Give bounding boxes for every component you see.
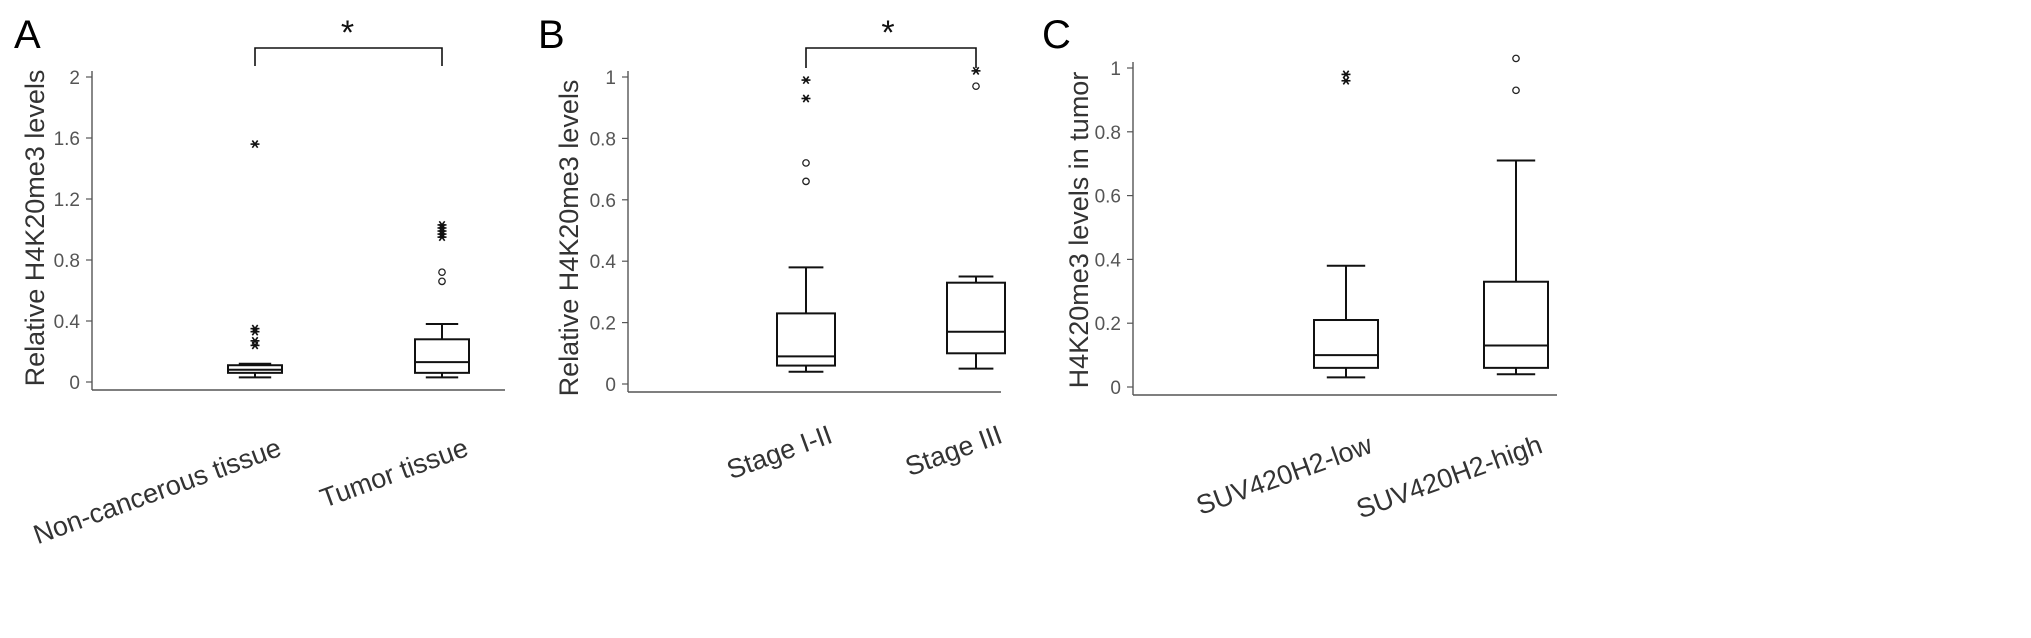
extreme-point <box>1341 70 1351 79</box>
panel-a: A 0 0.4 0.8 1.2 1.6 2 Relative H4K20me3 levels N… <box>14 13 505 550</box>
y-tick-label: 1.2 <box>54 190 80 211</box>
outlier-point <box>802 159 810 167</box>
extreme-stroke <box>438 220 446 230</box>
y-tick-label: 0.8 <box>54 251 80 272</box>
extreme-stroke <box>1342 70 1350 79</box>
box-1 <box>946 66 1006 370</box>
x-category-label: Stage I-II <box>723 419 836 485</box>
extreme-stroke <box>802 75 810 85</box>
box-1 <box>1483 54 1549 376</box>
iqr-box <box>414 338 470 374</box>
outlier-point <box>438 277 446 286</box>
box-1 <box>414 220 470 379</box>
x-category-label: SUV420H2-high <box>1352 429 1546 524</box>
panel-b: B 0 0.2 0.4 0.6 0.8 1 Relative H4K20me3 levels S… <box>538 13 1006 485</box>
y-tick-label: 0 <box>1110 378 1121 399</box>
iqr-box <box>776 312 836 367</box>
iqr-box <box>1313 319 1379 369</box>
box-0 <box>1313 70 1379 379</box>
y-tick-label: 0.2 <box>1095 314 1121 335</box>
y-tick-label: 1 <box>605 68 616 89</box>
y-tick-label: 0 <box>69 373 80 394</box>
y-tick-label: 0 <box>605 375 616 396</box>
y-tick-label: 0.4 <box>590 252 617 273</box>
iqr-box <box>946 281 1006 355</box>
extreme-stroke <box>251 324 259 333</box>
y-tick-label: 0.4 <box>54 312 81 333</box>
extreme-point <box>250 336 260 345</box>
y-tick-label: 0.6 <box>1095 187 1121 208</box>
box-0 <box>227 140 283 379</box>
outlier-point <box>972 82 980 91</box>
extreme-stroke <box>972 66 980 75</box>
y-tick-label: 1 <box>1110 59 1121 80</box>
extreme-point <box>437 220 447 230</box>
outlier-point <box>438 268 446 277</box>
extreme-point <box>250 341 260 350</box>
y-tick-label: 1.6 <box>54 129 80 150</box>
y-tick-label: 2 <box>69 68 80 89</box>
outlier-point <box>802 177 810 186</box>
outlier-point <box>1512 86 1520 95</box>
outlier-point <box>1512 54 1520 63</box>
extreme-stroke <box>251 140 259 149</box>
x-category-label: Non-cancerous tissue <box>29 432 285 550</box>
significance-bracket <box>254 47 443 66</box>
x-category-label: Tumor tissue <box>316 432 472 513</box>
extreme-point <box>801 94 811 103</box>
y-axis-title: H4K20me3 levels in tumor <box>1064 72 1094 389</box>
y-tick-label: 0.2 <box>590 314 616 335</box>
y-tick-label: 0.6 <box>590 191 616 212</box>
extreme-point <box>801 75 811 85</box>
extreme-stroke <box>251 336 259 345</box>
y-axis-title: Relative H4K20me3 levels <box>20 70 50 387</box>
box-0 <box>776 75 836 373</box>
extreme-stroke <box>802 94 810 103</box>
extreme-point <box>250 140 260 149</box>
extreme-point <box>971 66 981 75</box>
y-axis-title: Relative H4K20me3 levels <box>554 80 584 397</box>
significance-bracket <box>805 47 977 68</box>
iqr-box <box>1483 280 1549 369</box>
significance-star: * <box>881 14 894 52</box>
x-category-label: Stage III <box>901 419 1006 482</box>
panel-letter: B <box>538 13 565 57</box>
x-category-label: SUV420H2-low <box>1192 429 1376 520</box>
panel-letter: A <box>14 13 41 57</box>
extreme-point <box>250 324 260 333</box>
y-tick-label: 0.8 <box>1095 123 1121 144</box>
panel-c: C 0 0.2 0.4 0.6 0.8 1 H4K20me3 levels in tumor S… <box>1042 13 1557 524</box>
extreme-stroke <box>1342 76 1350 85</box>
extreme-point <box>1341 76 1351 85</box>
y-tick-label: 0.4 <box>1095 250 1122 271</box>
significance-star: * <box>341 14 354 52</box>
y-tick-label: 0.8 <box>590 129 616 150</box>
panel-letter: C <box>1042 13 1071 57</box>
